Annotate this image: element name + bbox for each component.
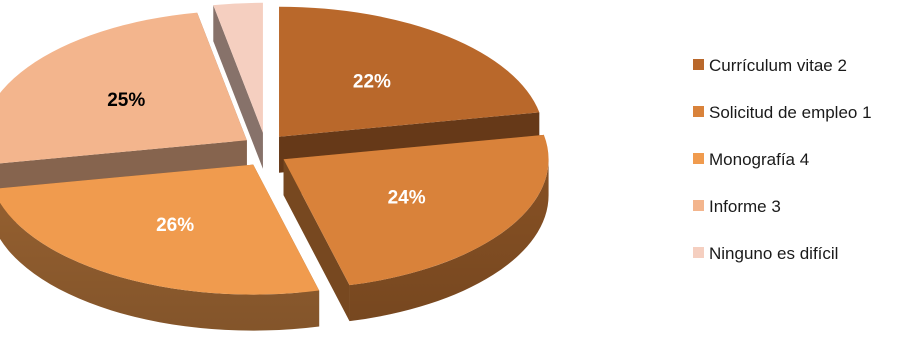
pie-slice-2	[283, 134, 549, 322]
legend-swatch	[693, 200, 704, 211]
legend-label: Monografía 4	[709, 150, 809, 169]
pie-slice-3	[0, 164, 320, 331]
legend-swatch	[693, 247, 704, 258]
pie-slices	[0, 2, 549, 331]
legend-label: Informe 3	[709, 197, 781, 216]
legend-swatch	[693, 153, 704, 164]
legend-item-5: Ninguno es difícil	[693, 244, 838, 263]
pie-slice-5	[213, 2, 263, 169]
data-label-2: 24%	[388, 188, 426, 209]
data-label-4: 25%	[107, 90, 145, 111]
data-label-3: 26%	[156, 215, 194, 236]
legend-swatch	[693, 59, 704, 70]
legend: Currículum vitae 2 Solicitud de empleo 1 M…	[693, 56, 872, 263]
legend-label: Currículum vitae 2	[709, 56, 847, 75]
legend-item-2: Solicitud de empleo 1	[693, 103, 872, 122]
legend-item-3: Monografía 4	[693, 150, 809, 169]
legend-label: Ninguno es difícil	[709, 244, 838, 263]
data-labels: 22%24%26%25%3%	[107, 72, 426, 236]
data-label-1: 22%	[353, 72, 391, 93]
legend-label: Solicitud de empleo 1	[709, 103, 872, 122]
legend-item-1: Currículum vitae 2	[693, 56, 847, 75]
legend-swatch	[693, 106, 704, 117]
legend-item-4: Informe 3	[693, 197, 781, 216]
